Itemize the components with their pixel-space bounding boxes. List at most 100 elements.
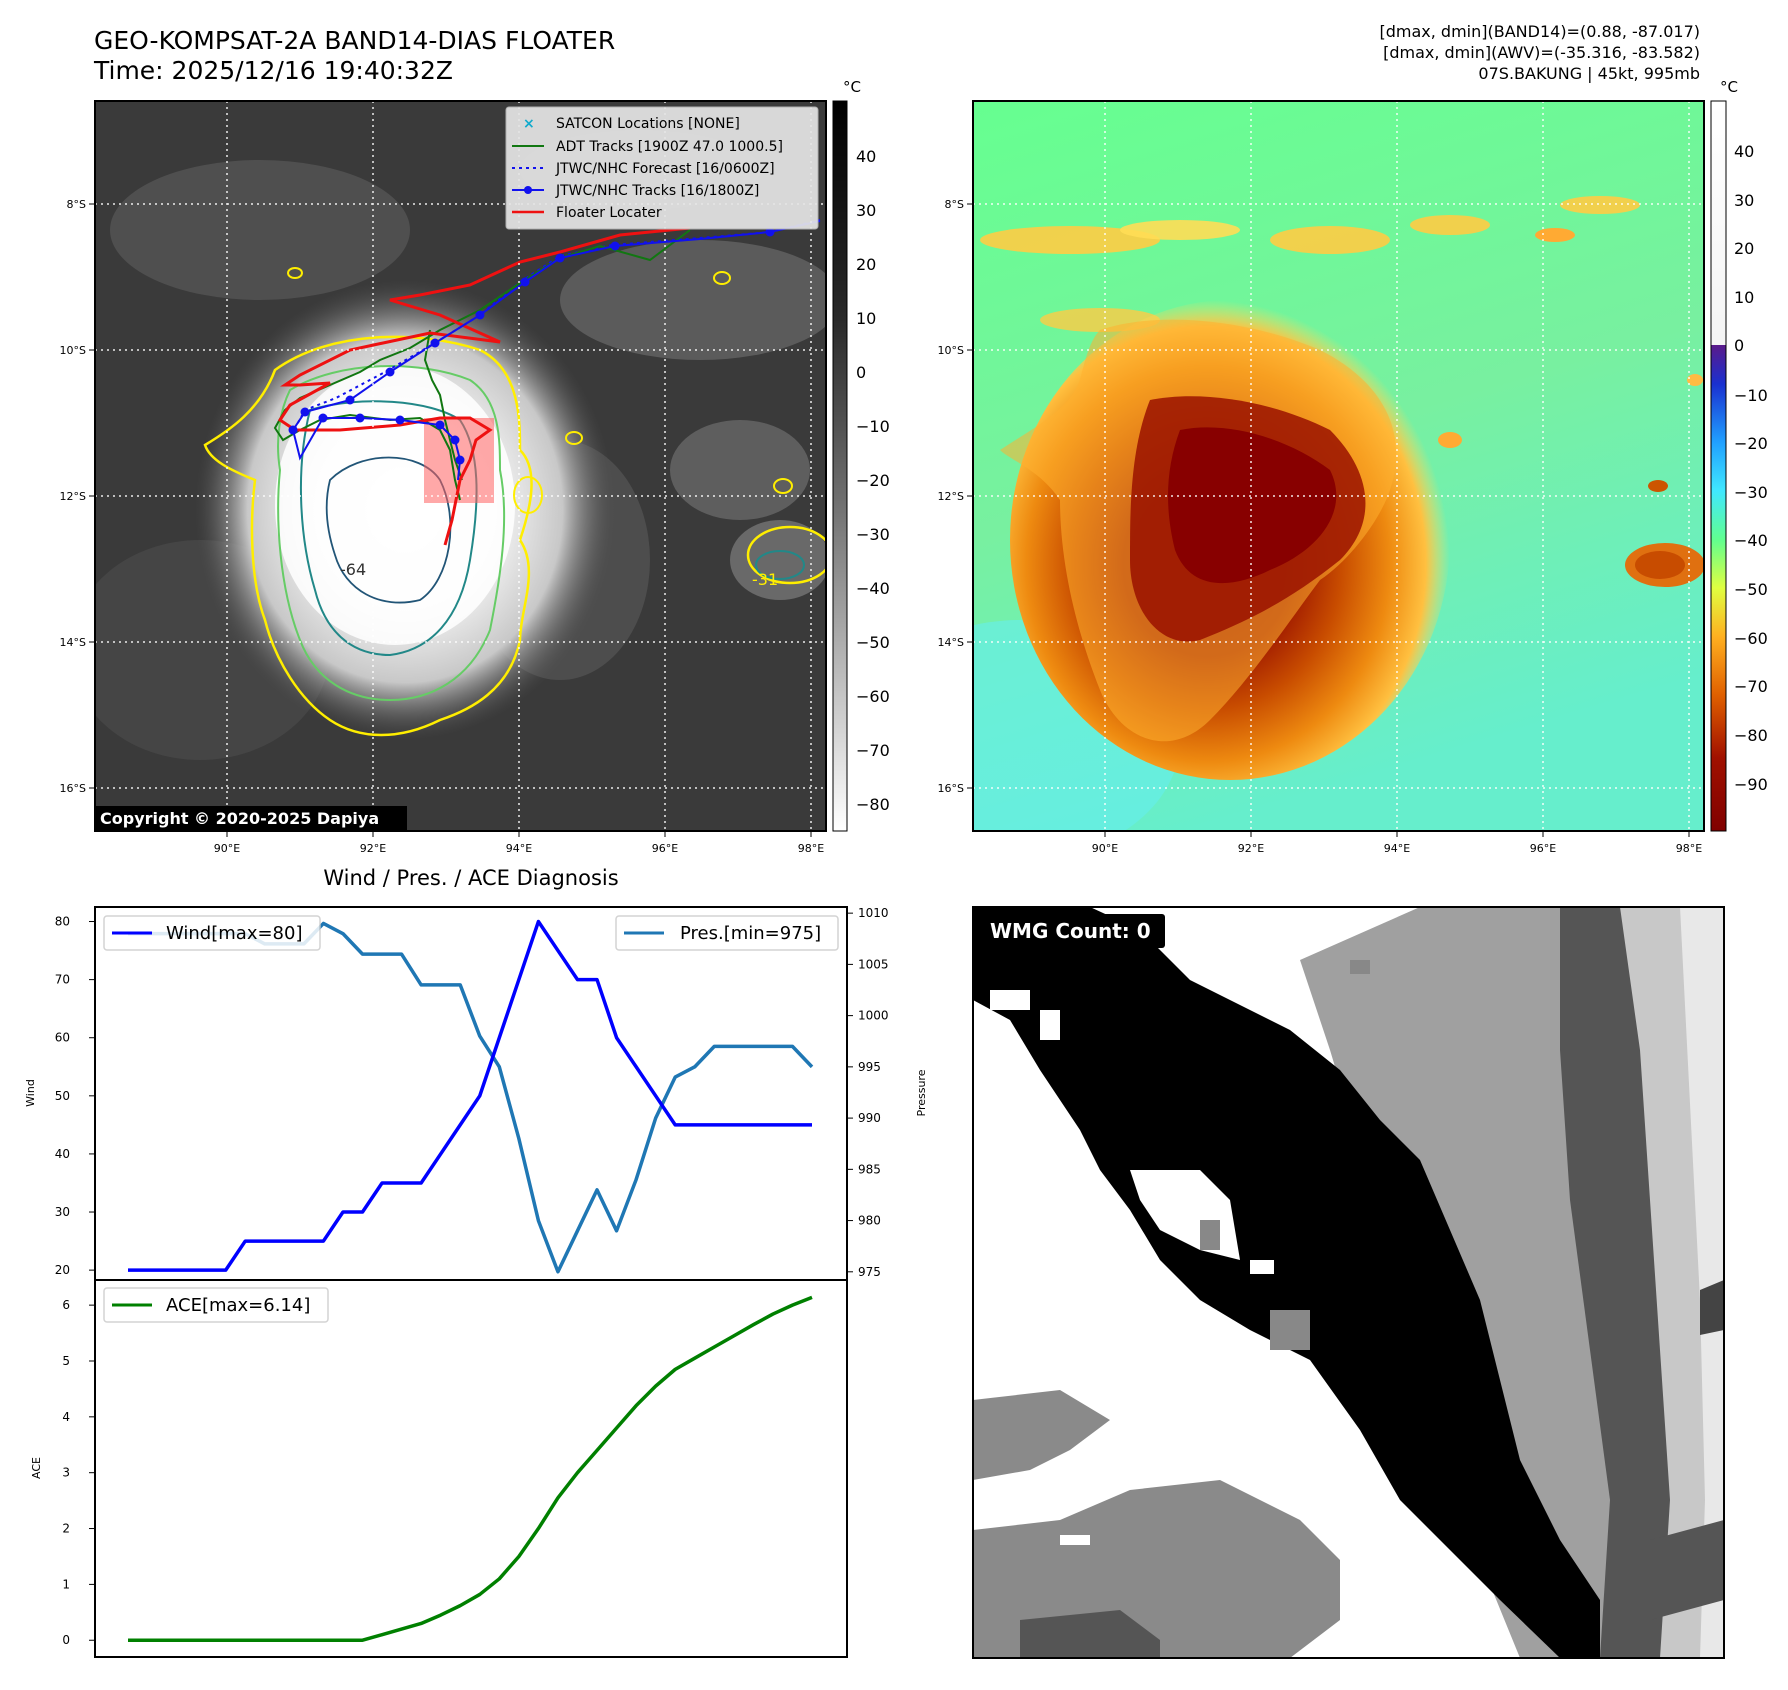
wind-y-tick-label: 70 bbox=[55, 973, 70, 987]
wv-lat-label: 14°S bbox=[938, 636, 964, 649]
ir-satellite-map: -64 -31 bbox=[60, 100, 827, 855]
info-block: [dmax, dmin](BAND14)=(0.88, -87.017) [dm… bbox=[1100, 22, 1701, 86]
wind-axis-label: Wind bbox=[24, 1079, 37, 1107]
wind-y-tick-label: 20 bbox=[55, 1263, 70, 1277]
ace-y-tick-label: 4 bbox=[62, 1410, 70, 1424]
wv-colorbar-tick: −50 bbox=[1734, 580, 1768, 599]
map-legend: × SATCON Locations [NONE] ADT Tracks [19… bbox=[505, 106, 819, 230]
wind-legend-label: Wind[max=80] bbox=[166, 923, 303, 944]
ir-colorbar-tick: 30 bbox=[856, 201, 876, 220]
wv-colorbar: °C 40 30 20 10 0 −10 −20 −30 −40 −50 −60… bbox=[1710, 78, 1768, 832]
wv-lon-label: 92°E bbox=[1238, 842, 1264, 855]
wv-colorbar-tick: −90 bbox=[1734, 775, 1768, 794]
wv-colorbar-tick: −20 bbox=[1734, 434, 1768, 453]
diagnosis-title: Wind / Pres. / ACE Diagnosis bbox=[323, 866, 618, 890]
chart-title-line1: GEO-KOMPSAT-2A BAND14-DIAS FLOATER bbox=[94, 26, 616, 55]
pressure-y-tick-label: 985 bbox=[858, 1162, 881, 1176]
ace-y-tick-label: 6 bbox=[62, 1298, 70, 1312]
ace-legend: ACE[max=6.14] bbox=[103, 1287, 329, 1323]
legend-jtwc-tracks: JTWC/NHC Tracks [16/1800Z] bbox=[555, 183, 759, 199]
pressure-y-tick-label: 980 bbox=[858, 1214, 881, 1228]
wv-colorbar-tick: −60 bbox=[1734, 629, 1768, 648]
pressure-y-tick-label: 990 bbox=[858, 1111, 881, 1125]
ir-lon-label: 96°E bbox=[652, 842, 678, 855]
wv-colorbar-tick: 20 bbox=[1734, 239, 1754, 258]
pressure-y-tick-label: 1010 bbox=[858, 906, 889, 920]
ace-y-tick-label: 1 bbox=[62, 1577, 70, 1591]
ir-colorbar-unit: °C bbox=[843, 78, 861, 96]
ir-colorbar-tick: −20 bbox=[856, 471, 890, 490]
wv-colorbar-tick: 40 bbox=[1734, 142, 1754, 161]
ace-y-tick-label: 5 bbox=[62, 1354, 70, 1368]
ir-lon-label: 98°E bbox=[798, 842, 824, 855]
ir-lon-label: 92°E bbox=[360, 842, 386, 855]
ace-chart: ACE 0 1 2 3 4 5 6 ACE[max=6.14] bbox=[30, 1279, 848, 1658]
ir-colorbar-tick: −40 bbox=[856, 579, 890, 598]
ir-colorbar-tick: 0 bbox=[856, 363, 866, 382]
wv-colorbar-tick: −10 bbox=[1734, 386, 1768, 405]
wind-y-tick-label: 80 bbox=[55, 915, 70, 929]
ir-colorbar-tick: −60 bbox=[856, 687, 890, 706]
ir-colorbar-tick: −30 bbox=[856, 525, 890, 544]
info-line3: 07S.BAKUNG | 45kt, 995mb bbox=[1478, 64, 1700, 83]
ir-lon-label: 90°E bbox=[214, 842, 240, 855]
copyright-box bbox=[95, 806, 407, 831]
wv-colorbar-tick: −80 bbox=[1734, 726, 1768, 745]
wv-lon-label: 90°E bbox=[1092, 842, 1118, 855]
wv-colorbar-unit: °C bbox=[1720, 78, 1738, 96]
pressure-axis-label: Pressure bbox=[915, 1069, 928, 1116]
wv-colorbar-tick: 30 bbox=[1734, 191, 1754, 210]
ace-y-tick-label: 3 bbox=[62, 1466, 70, 1480]
info-line1: [dmax, dmin](BAND14)=(0.88, -87.017) bbox=[1379, 22, 1701, 41]
wmg-panel: WMG Count: 0 bbox=[972, 906, 1725, 1659]
wmg-count-box bbox=[975, 914, 1165, 948]
pressure-legend: Pres.[min=975] bbox=[615, 915, 839, 951]
copyright-text: Copyright © 2020-2025 Dapiya bbox=[100, 809, 379, 828]
ace-y-tick-label: 0 bbox=[62, 1633, 70, 1647]
ir-colorbar-tick: −50 bbox=[856, 633, 890, 652]
ir-colorbar-tick: −10 bbox=[856, 417, 890, 436]
legend-jtwc-forecast: JTWC/NHC Forecast [16/0600Z] bbox=[555, 161, 775, 177]
wv-colorbar-tick: −30 bbox=[1734, 483, 1768, 502]
wmg-count-label: WMG Count: 0 bbox=[990, 919, 1151, 943]
ir-lat-label: 12°S bbox=[60, 490, 86, 503]
contour-label-31: -31 bbox=[752, 570, 778, 589]
legend-floater: Floater Locater bbox=[556, 205, 662, 221]
wind-y-tick-label: 50 bbox=[55, 1089, 70, 1103]
wv-lon-label: 94°E bbox=[1384, 842, 1410, 855]
wind-pressure-chart: Wind Pressure 20 30 40 50 60 70 80 975 980 985 990… bbox=[24, 906, 928, 1281]
wv-colorbar-tick: 0 bbox=[1734, 336, 1744, 355]
wv-colorbar-tick: −70 bbox=[1734, 677, 1768, 696]
ir-lat-label: 10°S bbox=[60, 344, 86, 357]
wv-colorbar-tick: 10 bbox=[1734, 288, 1754, 307]
pressure-legend-label: Pres.[min=975] bbox=[680, 923, 821, 944]
ace-axis-label: ACE bbox=[30, 1457, 43, 1479]
ir-lat-label: 14°S bbox=[60, 636, 86, 649]
ir-colorbar-tick: −80 bbox=[856, 795, 890, 814]
satcon-marker-icon: × bbox=[523, 116, 535, 132]
ir-colorbar-tick: 10 bbox=[856, 309, 876, 328]
wv-lat-label: 10°S bbox=[938, 344, 964, 357]
ir-lat-label: 16°S bbox=[60, 782, 86, 795]
wv-lat-label: 16°S bbox=[938, 782, 964, 795]
wind-legend: Wind[max=80] bbox=[103, 915, 321, 951]
ir-colorbar-tick: −70 bbox=[856, 741, 890, 760]
pressure-y-tick-label: 995 bbox=[858, 1060, 881, 1074]
ir-lon-label: 94°E bbox=[506, 842, 532, 855]
contour-label-64: -64 bbox=[340, 560, 366, 579]
pressure-y-tick-label: 1000 bbox=[858, 1009, 889, 1023]
legend-adt: ADT Tracks [1900Z 47.0 1000.5] bbox=[556, 139, 783, 155]
wv-lat-label: 12°S bbox=[938, 490, 964, 503]
info-line2: [dmax, dmin](AWV)=(-35.316, -83.582) bbox=[1383, 43, 1700, 62]
wv-lon-label: 98°E bbox=[1676, 842, 1702, 855]
chart-title-line2: Time: 2025/12/16 19:40:32Z bbox=[94, 56, 453, 85]
wv-lon-label: 96°E bbox=[1530, 842, 1556, 855]
ace-legend-label: ACE[max=6.14] bbox=[166, 1295, 310, 1316]
ir-colorbar: °C 40 30 20 10 0 −10 −20 −30 −40 −50 −60… bbox=[832, 78, 890, 832]
pressure-y-tick-label: 1005 bbox=[858, 957, 889, 971]
pressure-y-tick-label: 975 bbox=[858, 1265, 881, 1279]
ace-series-line bbox=[128, 1295, 813, 1642]
ace-y-tick-label: 2 bbox=[62, 1522, 70, 1536]
legend-satcon: SATCON Locations [NONE] bbox=[556, 116, 740, 132]
wind-y-tick-label: 60 bbox=[55, 1031, 70, 1045]
